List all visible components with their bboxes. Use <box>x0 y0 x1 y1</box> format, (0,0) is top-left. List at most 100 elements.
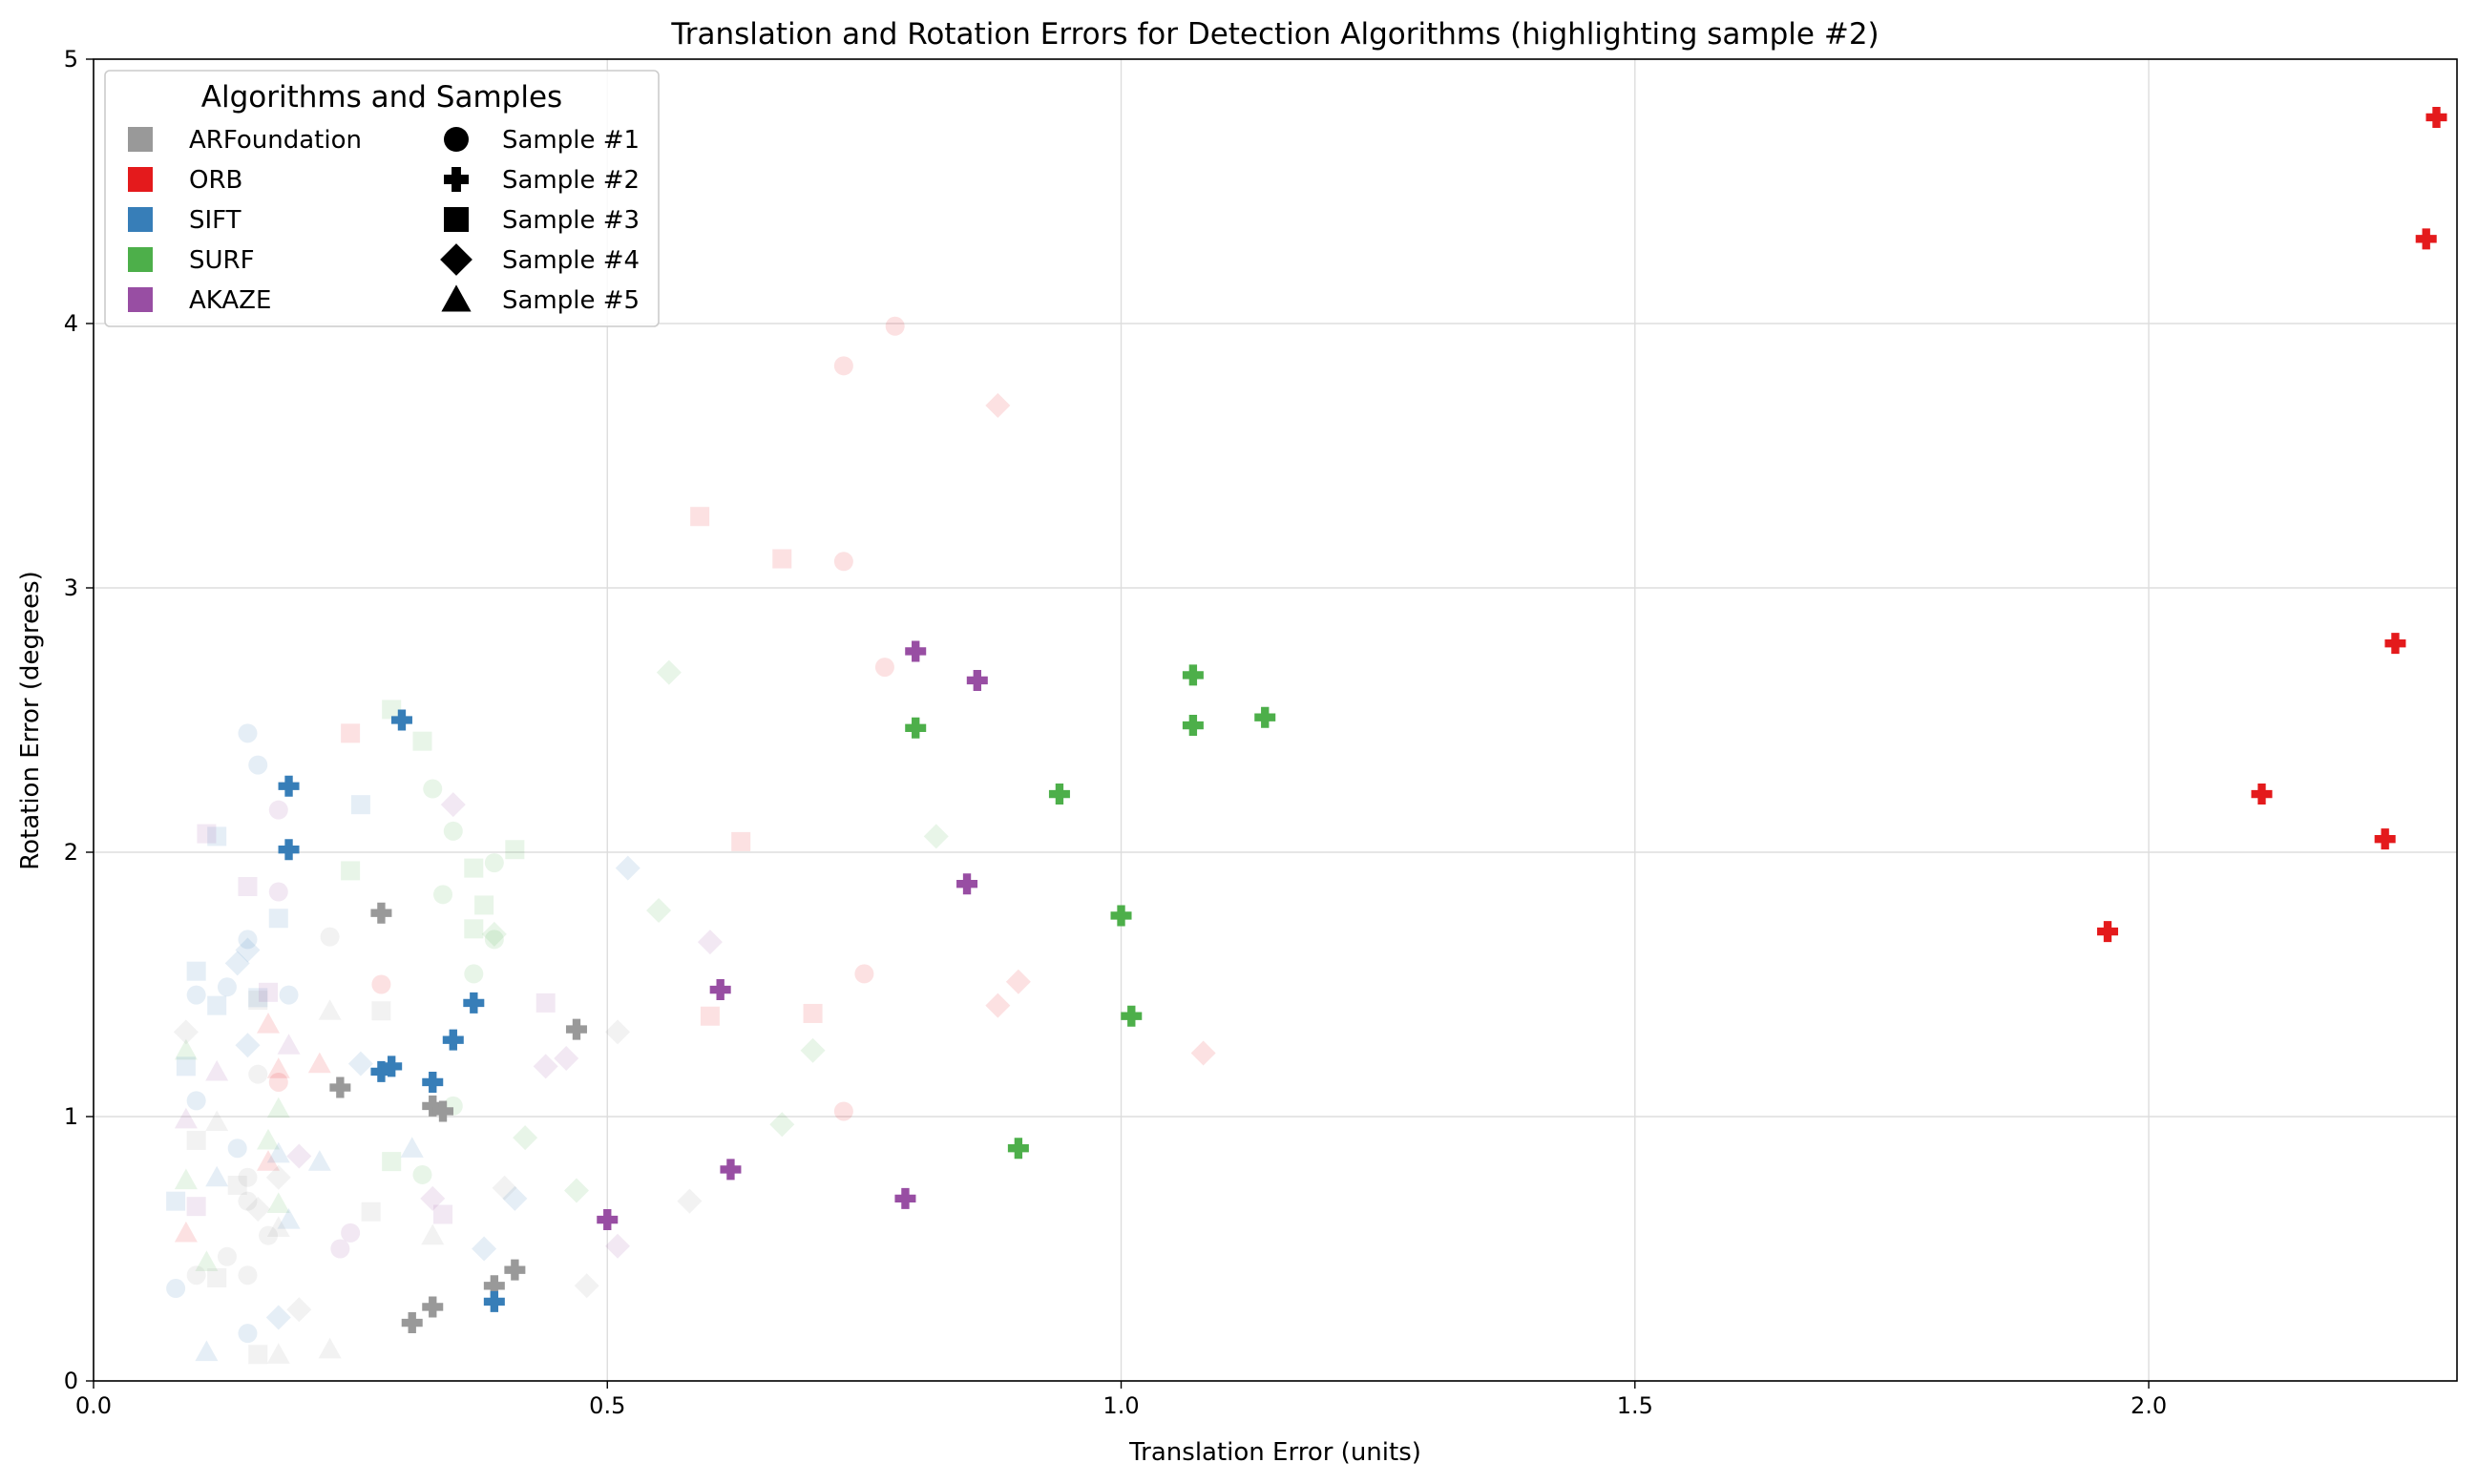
x-tick-label: 1.5 <box>1617 1392 1653 1419</box>
x-tick-label: 2.0 <box>2131 1392 2167 1419</box>
faded-point-sift <box>166 1279 186 1299</box>
faded-point-surf <box>563 1178 589 1203</box>
legend-label: SIFT <box>189 206 242 235</box>
faded-point-orb <box>985 392 1011 418</box>
faded-point-akaze <box>197 824 217 844</box>
legend-label: AKAZE <box>189 286 271 315</box>
data-point-surf <box>1254 706 1276 728</box>
faded-point-orb <box>174 1221 198 1243</box>
faded-point-sift <box>205 1165 229 1187</box>
data-point-akaze <box>597 1209 619 1231</box>
faded-point-orb <box>700 1006 720 1026</box>
faded-point-sift <box>217 977 237 997</box>
faded-point-sift <box>248 988 268 1008</box>
data-point-arfoundation <box>432 1100 454 1122</box>
faded-point-orb <box>1190 1040 1216 1066</box>
faded-point-akaze <box>174 1107 198 1129</box>
legend-marker-plus-icon <box>444 167 469 192</box>
faded-point-arfoundation <box>574 1273 599 1299</box>
x-tick-label: 0.0 <box>75 1392 112 1419</box>
faded-point-surf <box>484 853 504 873</box>
faded-point-arfoundation <box>259 1225 279 1245</box>
faded-point-sift <box>166 1191 186 1211</box>
faded-point-surf <box>412 731 432 751</box>
faded-point-sift <box>472 1236 497 1262</box>
legend-swatch <box>128 127 153 152</box>
faded-point-sift <box>207 826 227 847</box>
faded-point-surf <box>484 930 504 950</box>
faded-point-surf <box>481 921 507 947</box>
faded-point-surf <box>266 1192 290 1214</box>
x-tick-label: 0.5 <box>589 1392 625 1419</box>
faded-point-akaze <box>205 1059 229 1081</box>
legend-marker-square-icon <box>444 207 469 232</box>
faded-point-sift <box>277 1208 301 1229</box>
faded-point-surf <box>646 897 672 923</box>
faded-point-surf <box>257 1128 281 1150</box>
y-axis-ticks: 0 1 2 3 4 5 <box>64 46 94 1394</box>
faded-point-arfoundation <box>217 1246 237 1266</box>
faded-point-orb <box>833 1101 853 1121</box>
faded-point-orb <box>885 316 905 336</box>
faded-point-arfoundation <box>207 1267 227 1287</box>
faded-point-akaze <box>536 993 556 1013</box>
faded-point-sift <box>235 937 261 963</box>
faded-point-orb <box>307 1052 331 1074</box>
faded-point-surf <box>923 824 949 849</box>
faded-point-arfoundation <box>266 1343 290 1364</box>
faded-point-surf <box>341 861 361 881</box>
legend-label: SURF <box>189 246 255 275</box>
faded-point-sift <box>207 995 227 1015</box>
faded-point-sift <box>238 723 258 743</box>
faded-point-sift <box>235 1033 261 1058</box>
faded-point-arfoundation <box>677 1188 703 1214</box>
data-point-orb <box>2374 828 2396 850</box>
data-point-surf <box>1182 664 1204 686</box>
faded-point-surf <box>505 840 525 860</box>
faded-point-sift <box>266 1141 290 1163</box>
y-tick-label: 3 <box>64 575 78 601</box>
data-point-arfoundation <box>565 1018 587 1040</box>
faded-point-sift <box>186 961 206 981</box>
faded-point-akaze <box>268 882 288 902</box>
data-point-orb <box>2426 106 2447 128</box>
legend-box <box>104 70 660 327</box>
data-point-arfoundation <box>483 1275 505 1297</box>
faded-point-surf <box>513 1125 538 1151</box>
legend-label: Sample #5 <box>502 286 640 315</box>
faded-point-orb <box>257 1013 281 1034</box>
data-point-sift <box>442 1029 464 1051</box>
faded-point-arfoundation <box>318 1337 342 1359</box>
faded-point-akaze <box>238 877 258 897</box>
faded-point-arfoundation <box>205 1110 229 1132</box>
legend-label: ORB <box>189 166 242 195</box>
legend-label: Sample #3 <box>502 206 640 235</box>
data-point-surf <box>1110 905 1132 927</box>
legend-label: Sample #2 <box>502 166 640 195</box>
chart-title: Translation and Rotation Errors for Dete… <box>670 17 1879 52</box>
y-tick-label: 2 <box>64 839 78 866</box>
y-axis-title: Rotation Error (degrees) <box>16 571 45 870</box>
faded-point-orb <box>266 1057 290 1078</box>
data-point-akaze <box>894 1187 916 1209</box>
faded-point-arfoundation <box>186 1265 206 1285</box>
data-point-orb <box>2096 921 2118 943</box>
faded-point-sift <box>615 855 640 881</box>
plot-frame <box>93 58 2458 1382</box>
faded-point-arfoundation <box>320 927 340 947</box>
faded-point-surf <box>443 821 463 841</box>
data-point-arfoundation <box>370 902 392 924</box>
faded-point-surf <box>174 1168 198 1190</box>
faded-point-sift <box>279 985 299 1005</box>
faded-point-surf <box>174 1038 198 1060</box>
legend-marker-circle-icon <box>444 127 469 152</box>
legend-entries: ARFoundation ORB SIFT SURF AKAZE Sample #1 Sam… <box>128 126 640 315</box>
faded-point-sift <box>238 930 258 950</box>
data-point-sift <box>278 775 300 797</box>
legend-label: ARFoundation <box>189 126 362 155</box>
faded-point-sift <box>400 1137 424 1158</box>
faded-point-akaze <box>533 1054 558 1079</box>
data-point-arfoundation <box>329 1076 351 1098</box>
faded-point-surf <box>656 659 682 685</box>
legend-swatch <box>128 287 153 312</box>
